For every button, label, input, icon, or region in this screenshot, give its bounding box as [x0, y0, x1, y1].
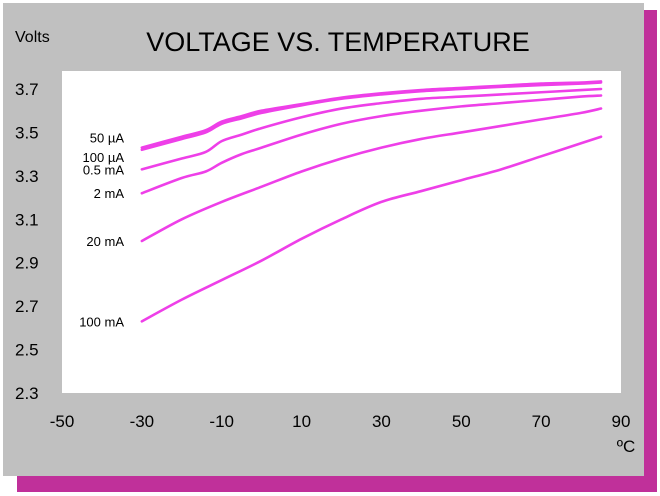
x-tick-label: 50: [452, 412, 471, 431]
y-tick-label: 2.9: [15, 254, 39, 273]
series-line: [140, 135, 603, 323]
y-tick-label: 3.5: [15, 123, 39, 142]
series-labels: 50 µA 100 µA0.5 mA 2 mA 20 mA 100 mA: [79, 131, 124, 330]
x-tick-label: 10: [292, 412, 311, 431]
y-tick-label: 2.3: [15, 384, 39, 403]
x-tick-label: 90: [612, 412, 631, 431]
x-tick-label: -50: [50, 412, 75, 431]
series-line: [140, 94, 603, 195]
y-tick-label: 3.3: [15, 167, 39, 186]
x-axis-label: ºC: [617, 437, 636, 456]
y-axis-ticks: 3.7 3.5 3.3 3.1 2.9 2.7 2.5 2.3: [15, 80, 39, 403]
series-line: [140, 81, 603, 152]
series-label: 2 mA: [94, 186, 125, 201]
x-tick-label: 30: [372, 412, 391, 431]
y-tick-label: 2.5: [15, 341, 39, 360]
chart-title: VOLTAGE VS. TEMPERATURE: [146, 27, 530, 57]
x-tick-label: 70: [532, 412, 551, 431]
series-lines: [140, 80, 603, 323]
y-axis-label: Volts: [15, 29, 50, 46]
series-line: [140, 107, 603, 243]
series-label: 100 mA: [79, 314, 124, 329]
y-tick-label: 3.7: [15, 80, 39, 99]
x-tick-label: -30: [130, 412, 155, 431]
y-tick-label: 2.7: [15, 297, 39, 316]
series-line: [140, 87, 603, 171]
series-label: 0.5 mA: [83, 162, 125, 177]
x-tick-label: -10: [209, 412, 234, 431]
series-label: 50 µA: [90, 131, 125, 146]
x-axis-ticks: -50 -30 -10 10 30 50 70 90: [50, 412, 631, 431]
y-tick-label: 3.1: [15, 210, 39, 229]
series-label: 100 µA: [83, 150, 125, 165]
series-label: 20 mA: [86, 234, 124, 249]
